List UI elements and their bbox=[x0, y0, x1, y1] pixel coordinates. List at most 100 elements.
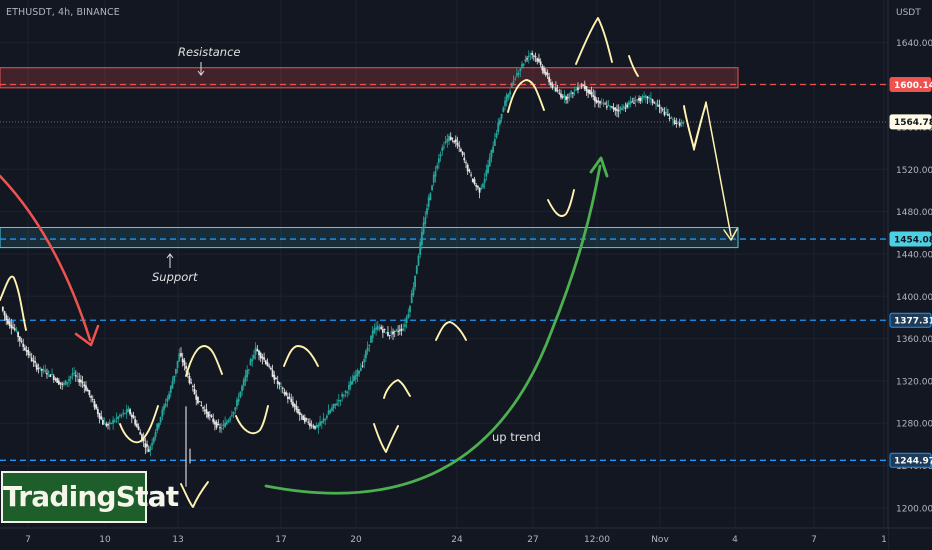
candle bbox=[203, 405, 206, 415]
candle-body bbox=[98, 413, 101, 419]
candle-body bbox=[354, 374, 357, 380]
candle bbox=[680, 119, 683, 128]
candle bbox=[378, 324, 381, 332]
candle-body bbox=[383, 328, 386, 330]
candle bbox=[610, 105, 613, 109]
candle-body bbox=[132, 415, 135, 419]
candle-body bbox=[102, 420, 104, 425]
candle bbox=[499, 117, 501, 127]
candle bbox=[456, 136, 459, 149]
candle bbox=[98, 412, 101, 424]
candle-body bbox=[422, 222, 425, 234]
candle-body bbox=[555, 87, 557, 92]
candle-body bbox=[453, 140, 456, 143]
candle-body bbox=[476, 185, 479, 188]
x-tick-label: 1 bbox=[881, 535, 887, 545]
candle bbox=[656, 99, 659, 107]
red-curve-arrow bbox=[0, 174, 92, 342]
candle bbox=[558, 88, 561, 95]
candle-body bbox=[129, 409, 131, 415]
candle bbox=[436, 162, 439, 172]
candle-body bbox=[587, 89, 590, 94]
candle-body bbox=[83, 384, 86, 387]
candle-body bbox=[395, 329, 398, 331]
candle-body bbox=[56, 378, 59, 383]
candle-body bbox=[373, 328, 376, 333]
candle bbox=[34, 356, 36, 367]
candle bbox=[113, 418, 116, 423]
candle-body bbox=[672, 119, 674, 121]
candle bbox=[546, 69, 549, 80]
candle bbox=[278, 381, 281, 390]
candle-body bbox=[417, 255, 420, 266]
candle bbox=[15, 326, 18, 333]
x-tick-label: 27 bbox=[527, 535, 538, 545]
candle-body bbox=[39, 366, 42, 369]
candle-body bbox=[538, 58, 540, 62]
candle bbox=[599, 100, 601, 109]
price-tag bbox=[889, 77, 932, 93]
candle-body bbox=[510, 83, 513, 88]
candle bbox=[151, 438, 154, 451]
candle-body bbox=[505, 94, 508, 102]
candle bbox=[222, 420, 225, 430]
candle-body bbox=[127, 408, 130, 412]
candle bbox=[446, 134, 449, 148]
candle bbox=[449, 132, 452, 141]
candle bbox=[409, 304, 411, 318]
candle bbox=[351, 374, 354, 385]
candle bbox=[353, 371, 355, 382]
candle-body bbox=[621, 107, 623, 111]
candle bbox=[181, 352, 184, 367]
candle bbox=[324, 418, 327, 426]
candle-body bbox=[283, 392, 286, 395]
candle bbox=[427, 194, 430, 211]
candle-body bbox=[164, 403, 167, 407]
candle bbox=[376, 320, 379, 332]
candle bbox=[35, 362, 38, 372]
candle-body bbox=[20, 340, 23, 342]
price-tag-text: 1377.31 bbox=[894, 317, 932, 327]
candle bbox=[634, 95, 637, 107]
candle-body bbox=[677, 121, 679, 123]
candle bbox=[665, 106, 668, 116]
candle bbox=[103, 417, 106, 425]
candle-body bbox=[66, 381, 69, 384]
candle bbox=[139, 429, 142, 435]
candle bbox=[590, 86, 593, 98]
x-tick-label: 24 bbox=[451, 535, 463, 545]
candle bbox=[266, 358, 269, 367]
candle-body bbox=[475, 184, 478, 187]
candle bbox=[465, 160, 467, 169]
candle bbox=[622, 104, 625, 111]
candle bbox=[521, 61, 523, 70]
candle-body bbox=[307, 421, 310, 423]
candle bbox=[473, 176, 476, 186]
candle bbox=[71, 367, 74, 380]
candle bbox=[480, 184, 483, 191]
candle bbox=[463, 152, 466, 163]
candle bbox=[395, 328, 398, 332]
candle-body bbox=[198, 401, 201, 403]
candle bbox=[536, 57, 539, 65]
sketch-stroke bbox=[185, 345, 223, 377]
candle bbox=[197, 396, 199, 405]
candle bbox=[368, 344, 371, 352]
y-tick-label: 1440.00 bbox=[896, 250, 932, 260]
candle-body bbox=[529, 53, 532, 55]
candle-body bbox=[356, 370, 359, 377]
candle-body bbox=[456, 142, 459, 146]
candle-body bbox=[190, 382, 193, 384]
candle bbox=[327, 404, 330, 415]
candle bbox=[253, 349, 255, 360]
candle-body bbox=[670, 116, 673, 119]
candle bbox=[91, 395, 94, 403]
candle bbox=[298, 409, 301, 421]
candle-body bbox=[302, 415, 305, 421]
candle-body bbox=[181, 358, 184, 363]
candle-body bbox=[258, 350, 260, 356]
candle bbox=[29, 351, 31, 358]
candle bbox=[361, 361, 364, 368]
